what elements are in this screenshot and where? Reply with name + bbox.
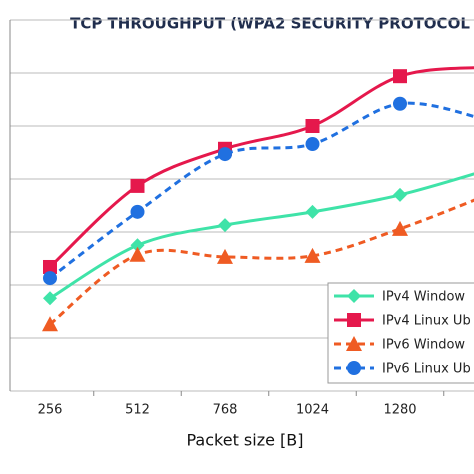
marker <box>392 220 408 236</box>
series-line <box>49 198 474 326</box>
marker <box>305 204 320 219</box>
x-tick-label: 1024 <box>296 403 329 418</box>
marker <box>304 247 321 263</box>
x-tick-label: 768 <box>213 403 238 418</box>
marker <box>43 291 57 306</box>
legend-label: IPv4 Window <box>382 290 465 305</box>
marker <box>42 316 58 332</box>
marker <box>43 259 57 274</box>
series-line <box>49 101 474 280</box>
marker <box>393 69 407 84</box>
x-tick-label: 256 <box>38 403 63 418</box>
marker <box>347 361 361 375</box>
marker <box>347 289 361 303</box>
marker <box>217 248 233 264</box>
legend-label: IPv6 Linux Ub <box>382 362 471 377</box>
marker <box>346 336 362 351</box>
marker <box>305 137 320 152</box>
marker <box>130 238 145 253</box>
marker <box>393 96 407 111</box>
marker <box>218 147 232 162</box>
marker <box>130 204 145 219</box>
series-line <box>49 172 474 300</box>
marker <box>129 246 146 262</box>
legend-label: IPv4 Linux Ub <box>382 314 471 329</box>
marker <box>347 313 361 327</box>
x-axis-label: Packet size [B] <box>187 431 304 450</box>
marker <box>218 218 232 233</box>
legend-label: IPv6 Window <box>382 338 465 353</box>
x-tick-label: 512 <box>125 403 150 418</box>
series-line <box>48 66 474 269</box>
x-tick-label: 1280 <box>383 403 416 418</box>
marker <box>130 178 145 193</box>
marker <box>393 187 407 202</box>
chart-title: TCP THROUGHPUT (WPA2 SECURITY PROTOCOL <box>70 15 470 33</box>
marker <box>43 271 57 286</box>
marker <box>305 119 320 133</box>
